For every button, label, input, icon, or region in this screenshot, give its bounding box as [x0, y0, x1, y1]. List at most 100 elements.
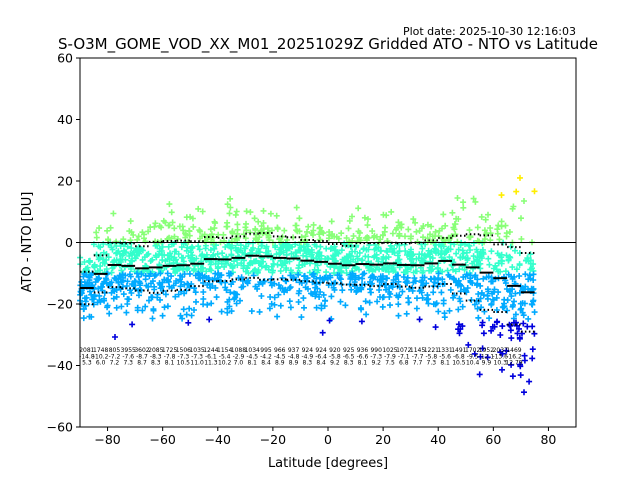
bin-count-label: 937: [288, 347, 300, 354]
bin-mean-label: -7.6: [122, 353, 134, 360]
scatter-layer: [77, 174, 538, 396]
bin-count-label: 1088: [231, 347, 246, 354]
bin-count-label: 2085: [148, 347, 163, 354]
bin-count-label: 1331: [437, 347, 452, 354]
bin-count-label: 1952: [479, 347, 494, 354]
x-tick-label: −20: [260, 432, 286, 447]
bin-mean-label: -8.7: [136, 353, 148, 360]
bin-mean-label: -7.9: [384, 353, 396, 360]
bin-mean-label: -4.9: [301, 353, 313, 360]
bin-mean-label: -14.8: [79, 353, 95, 360]
chart-title: S-O3M_GOME_VOD_XX_M01_20251029Z Gridded …: [58, 35, 598, 54]
bin-mean-label: -7.2: [109, 353, 121, 360]
bin-std-label: 7.3: [427, 359, 437, 366]
y-tick-label: −40: [47, 358, 73, 373]
bin-count-label: 1035: [189, 347, 204, 354]
bin-std-label: 5.3: [82, 359, 92, 366]
bin-std-label: 11.0: [190, 359, 204, 366]
bin-count-label: 1072: [396, 347, 411, 354]
y-tick-label: −60: [47, 420, 73, 435]
bin-std-label: 8.4: [261, 359, 271, 366]
scatter-points-mid-low: [77, 270, 538, 322]
bin-std-label: 8.3: [151, 359, 161, 366]
bin-mean-label: -9.5: [467, 353, 479, 360]
bin-count-label: 1025: [382, 347, 397, 354]
x-tick-label: 20: [375, 432, 391, 447]
bin-mean-label: -13.6: [492, 353, 508, 360]
bin-count-label: 924: [302, 347, 314, 354]
x-axis-label: Latitude [degrees]: [268, 456, 388, 471]
bin-mean-label: -8.3: [150, 353, 162, 360]
bin-std-label: 8.1: [247, 359, 257, 366]
x-axis-ticks: −80 −60 −40 −20 0 20 40 60 80: [94, 427, 556, 447]
bin-count-label: 1469: [506, 347, 521, 354]
bin-mean-label: -5.8: [425, 353, 437, 360]
bin-mean-label: -6.6: [357, 353, 369, 360]
bin-count-label: 1491: [451, 347, 466, 354]
bin-mean-label: -6.4: [315, 353, 327, 360]
y-tick-label: 60: [57, 51, 73, 66]
scatter-points-high: [498, 174, 538, 199]
bin-count-label: 966: [274, 347, 286, 354]
y-tick-label: −20: [47, 297, 73, 312]
bin-mean-label: -6.1: [205, 353, 217, 360]
bin-std-label: 7.7: [413, 359, 423, 366]
bin-mean-label: -4.5: [274, 353, 286, 360]
y-tick-label: 0: [65, 235, 73, 250]
x-tick-label: −60: [149, 432, 175, 447]
bin-std-label: 8.1: [165, 359, 175, 366]
bin-count-label: 1244: [203, 347, 218, 354]
bin-statistics-labels: 2081-14.85.31748-10.26.0805-7.27.23955-7…: [79, 347, 523, 366]
bin-std-label: 7.5: [385, 359, 395, 366]
bin-std-label: 8.9: [275, 359, 285, 366]
bin-mean-label: -7.7: [412, 353, 424, 360]
bin-count-label: 3602: [134, 347, 149, 354]
x-tick-label: 80: [540, 432, 556, 447]
statistics-layer: [80, 231, 576, 333]
bin-std-label: 7.0: [234, 359, 244, 366]
bin-count-label: 2081: [79, 347, 94, 354]
bin-count-label: 925: [343, 347, 355, 354]
x-tick-label: 0: [324, 432, 332, 447]
bin-count-label: 1506: [176, 347, 191, 354]
x-tick-label: −80: [94, 432, 120, 447]
bin-std-label: 9.2: [330, 359, 340, 366]
bin-mean-label: -7.3: [177, 353, 189, 360]
bin-count-label: 1221: [424, 347, 439, 354]
bin-mean-label: -2.9: [233, 353, 245, 360]
bin-mean-label: -5.4: [219, 353, 231, 360]
bin-std-label: 7.2: [110, 359, 120, 366]
bin-mean-label: -6.5: [343, 353, 355, 360]
bin-count-label: 995: [260, 347, 272, 354]
bin-count-label: 3955: [121, 347, 136, 354]
bin-count-label: 920: [329, 347, 341, 354]
bin-mean-label: -5.6: [439, 353, 451, 360]
bin-std-label: 6.0: [96, 359, 106, 366]
bin-mean-label: -4.5: [246, 353, 258, 360]
bin-count-label: 1702: [465, 347, 480, 354]
bin-count-label: 2037: [493, 347, 508, 354]
bin-std-label: 10.5: [452, 359, 466, 366]
bin-mean-label: -16.2: [506, 353, 522, 360]
bin-std-label: 10.2: [218, 359, 232, 366]
bin-std-label: 8.1: [440, 359, 450, 366]
bin-std-label: 10.5: [177, 359, 191, 366]
bin-mean-label: -4.2: [260, 353, 272, 360]
bin-count-label: 1725: [162, 347, 177, 354]
bin-std-label: 8.3: [303, 359, 313, 366]
y-axis-label: ATO - NTO [DU]: [20, 192, 35, 293]
scatter-points-low: [112, 316, 538, 396]
bin-count-label: 1154: [217, 347, 232, 354]
bin-std-label: 8.3: [344, 359, 354, 366]
x-tick-label: −40: [205, 432, 231, 447]
y-axis-ticks: −60 −40 −20 0 20 40 60: [47, 51, 80, 435]
bin-count-label: 990: [370, 347, 382, 354]
bin-count-label: 1145: [410, 347, 425, 354]
bin-mean-label: -7.3: [370, 353, 382, 360]
bin-mean-label: -4.8: [288, 353, 300, 360]
bin-std-label: 11.3: [204, 359, 218, 366]
bin-std-label: 8.9: [289, 359, 299, 366]
bin-count-label: 936: [357, 347, 369, 354]
bin-count-label: 1034: [245, 347, 260, 354]
